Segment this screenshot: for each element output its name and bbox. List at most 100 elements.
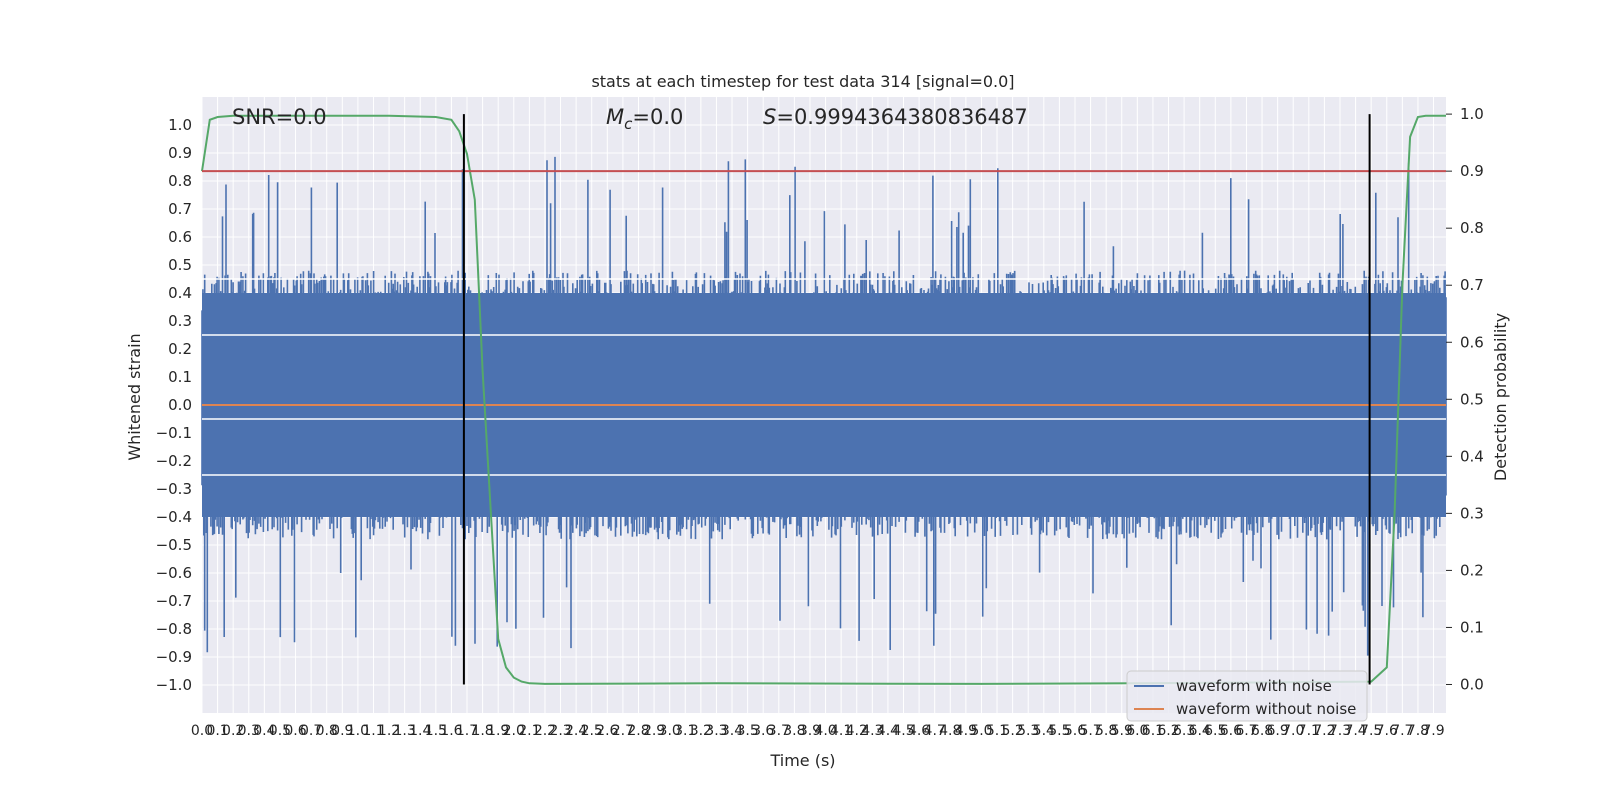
x-tick-label: 6.2 (1157, 723, 1179, 739)
legend: waveform with noise waveform without nois… (1126, 670, 1368, 722)
x-tick-label: 1.8 (471, 723, 493, 739)
x-tick-label: 7.9 (1422, 723, 1444, 739)
x-tick-label: 6.6 (1220, 723, 1242, 739)
y-tick-label-left: −0.2 (156, 452, 192, 470)
x-tick-label: 6.9 (1267, 723, 1289, 739)
y-tick-label-right: 0.6 (1460, 333, 1484, 351)
x-tick-label: 2.8 (627, 723, 649, 739)
y-tick-label-left: 0.7 (168, 200, 192, 218)
y-tick-label-left: −1.0 (156, 676, 192, 694)
x-tick-label: 6.5 (1204, 723, 1226, 739)
y-tick-label-left: 0.4 (168, 284, 192, 302)
y-tick-label-left: 0.0 (168, 396, 192, 414)
x-tick-label: 4.3 (861, 723, 883, 739)
x-tick-label: 3.7 (768, 723, 790, 739)
x-tick-label: 4.0 (814, 723, 836, 739)
y-tick-label-left: 0.6 (168, 228, 192, 246)
x-tick-label: 1.9 (487, 723, 509, 739)
x-tick-label: 1.2 (378, 723, 400, 739)
y-tick-label-left: −0.3 (156, 480, 192, 498)
x-tick-label: 1.6 (440, 723, 462, 739)
x-tick-label: 1.0 (347, 723, 369, 739)
y-tick-label-right: 0.3 (1460, 504, 1484, 522)
x-tick-label: 1.7 (456, 723, 478, 739)
x-tick-label: 5.6 (1064, 723, 1086, 739)
y-tick-label-left: −0.6 (156, 564, 192, 582)
x-tick-label: 1.3 (394, 723, 416, 739)
x-tick-label: 5.5 (1048, 723, 1070, 739)
annotation: SNR=0.0 (232, 105, 327, 129)
x-tick-label: 5.8 (1095, 723, 1117, 739)
y-tick-label-right: 0.0 (1460, 675, 1484, 693)
x-tick-label: 0.7 (300, 723, 322, 739)
x-tick-label: 3.5 (736, 723, 758, 739)
y-axis-label-left: Whitened strain (125, 333, 144, 460)
y-tick-label-right: 0.5 (1460, 390, 1484, 408)
x-tick-label: 3.3 (705, 723, 727, 739)
x-tick-label: 2.9 (643, 723, 665, 739)
x-tick-label: 5.0 (970, 723, 992, 739)
x-tick-label: 1.4 (409, 723, 431, 739)
x-tick-label: 4.2 (846, 723, 868, 739)
y-tick-label-left: −0.8 (156, 620, 192, 638)
x-tick-label: 5.9 (1111, 723, 1133, 739)
legend-label: waveform with noise (1176, 677, 1332, 695)
y-tick-label-right: 0.1 (1460, 618, 1484, 636)
chart-title: stats at each timestep for test data 314… (591, 72, 1014, 91)
y-tick-label-left: −0.4 (156, 508, 192, 526)
y-tick-label-right: 1.0 (1460, 105, 1484, 123)
x-tick-label: 6.7 (1235, 723, 1257, 739)
y-tick-label-right: 0.4 (1460, 447, 1484, 465)
x-tick-label: 4.7 (924, 723, 946, 739)
y-tick-label-left: −0.5 (156, 536, 192, 554)
x-tick-label: 2.2 (534, 723, 556, 739)
y-tick-label-left: −0.7 (156, 592, 192, 610)
x-tick-label: 7.2 (1313, 723, 1335, 739)
x-tick-label: 5.1 (986, 723, 1008, 739)
x-tick-label: 7.5 (1360, 723, 1382, 739)
y-tick-label-right: 0.9 (1460, 162, 1484, 180)
legend-box (1126, 670, 1368, 722)
x-tick-label: 5.3 (1017, 723, 1039, 739)
legend-label: waveform without noise (1176, 700, 1356, 718)
y-tick-label-left: 0.9 (168, 144, 192, 162)
x-tick-label: 3.6 (752, 723, 774, 739)
x-tick-label: 4.5 (892, 723, 914, 739)
y-tick-label-left: 0.8 (168, 172, 192, 190)
x-tick-label: 7.1 (1298, 723, 1320, 739)
x-tick-label: 0.6 (284, 723, 306, 739)
y-tick-label-left: 0.5 (168, 256, 192, 274)
x-tick-label: 2.1 (518, 723, 540, 739)
y-tick-label-left: −0.1 (156, 424, 192, 442)
x-tick-label: 0.8 (316, 723, 338, 739)
x-tick-label: 0.5 (269, 723, 291, 739)
x-tick-label: 2.5 (581, 723, 603, 739)
x-tick-label: 6.8 (1251, 723, 1273, 739)
y-tick-label-left: 0.2 (168, 340, 192, 358)
x-tick-label: 6.4 (1189, 723, 1211, 739)
x-tick-label: 7.7 (1391, 723, 1413, 739)
x-tick-label: 5.7 (1079, 723, 1101, 739)
x-tick-label: 3.0 (659, 723, 681, 739)
x-tick-label: 4.4 (877, 723, 899, 739)
x-tick-label: 0.0 (191, 723, 213, 739)
x-tick-label: 2.4 (565, 723, 587, 739)
x-tick-label: 5.4 (1033, 723, 1055, 739)
x-tick-label: 7.4 (1344, 723, 1366, 739)
x-tick-label: 0.1 (206, 723, 228, 739)
x-tick-label: 4.9 (955, 723, 977, 739)
x-tick-label: 2.7 (612, 723, 634, 739)
x-tick-label: 3.4 (721, 723, 743, 739)
x-tick-label: 7.0 (1282, 723, 1304, 739)
y-tick-label-left: 1.0 (168, 116, 192, 134)
x-tick-label: 2.6 (596, 723, 618, 739)
x-tick-label: 3.2 (690, 723, 712, 739)
x-tick-label: 3.8 (783, 723, 805, 739)
y-tick-label-left: 0.1 (168, 368, 192, 386)
x-tick-label: 0.4 (253, 723, 275, 739)
x-tick-label: 4.8 (939, 723, 961, 739)
x-tick-label: 4.6 (908, 723, 930, 739)
x-tick-label: 7.3 (1329, 723, 1351, 739)
y-tick-label-right: 0.8 (1460, 219, 1484, 237)
